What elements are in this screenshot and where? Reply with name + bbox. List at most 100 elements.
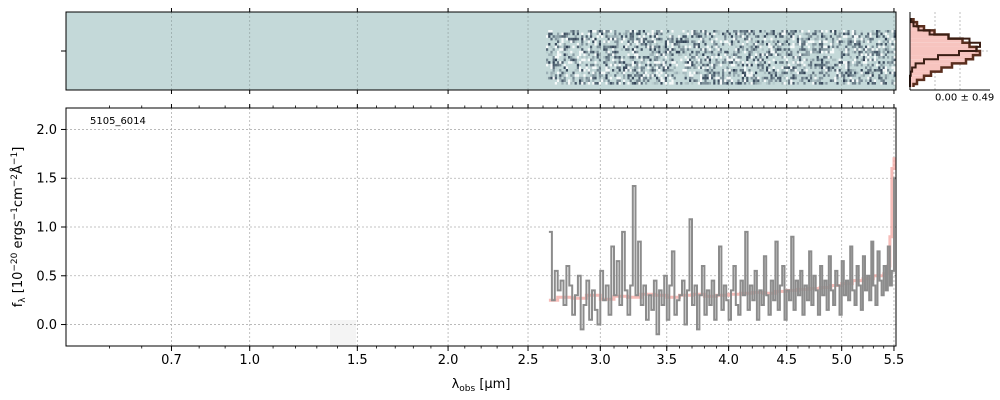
spectrum-2d-pixel bbox=[792, 30, 795, 33]
spectrum-2d-pixel bbox=[550, 50, 553, 54]
spectrum-2d-pixel bbox=[761, 48, 764, 51]
spectrum-2d-pixel bbox=[658, 30, 661, 33]
spectrum-2d-pixel bbox=[876, 69, 879, 72]
spectrum-2d-pixel bbox=[715, 45, 718, 49]
spectrum-2d-pixel bbox=[616, 35, 619, 38]
spectrum-2d-pixel bbox=[612, 82, 615, 85]
spectrum-2d-pixel bbox=[790, 71, 793, 75]
spectrum-2d-pixel bbox=[880, 71, 883, 75]
spectrum-2d-pixel bbox=[686, 61, 689, 64]
histogram-annotation: 0.00 ± 0.49 bbox=[935, 92, 994, 103]
spectrum-2d-pixel bbox=[755, 56, 758, 59]
spectrum-2d-pixel bbox=[856, 79, 859, 82]
spectrum-2d-pixel bbox=[851, 58, 854, 62]
spectrum-2d-pixel bbox=[781, 50, 784, 54]
spectrum-2d-pixel bbox=[605, 50, 608, 54]
spectrum-2d-pixel bbox=[827, 61, 830, 64]
spectrum-2d-pixel bbox=[757, 40, 760, 43]
spectrum-2d-pixel bbox=[735, 37, 738, 41]
spectrum-2d-pixel bbox=[790, 69, 793, 72]
spectrum-2d-pixel bbox=[616, 45, 619, 49]
spectrum-2d-pixel bbox=[616, 61, 618, 64]
spectrum-2d-pixel bbox=[741, 30, 744, 33]
spectrum-2d-pixel bbox=[640, 74, 643, 77]
spectrum-2d-pixel bbox=[704, 56, 707, 59]
spectrum-2d-pixel bbox=[849, 74, 852, 77]
spectrum-2d-pixel bbox=[843, 53, 846, 56]
spectrum-2d-pixel bbox=[691, 50, 694, 54]
spectrum-2d-pixel bbox=[766, 76, 769, 80]
spectrum-2d-pixel bbox=[821, 50, 824, 54]
spectrum-2d-pixel bbox=[634, 40, 637, 43]
spectrum-2d-pixel bbox=[847, 40, 850, 43]
spectrum-2d-pixel bbox=[792, 45, 795, 49]
spectrum-2d-pixel bbox=[869, 50, 872, 54]
spectrum-2d-pixel bbox=[693, 58, 696, 62]
spectrum-2d-pixel bbox=[702, 66, 705, 69]
spectrum-2d-pixel bbox=[871, 82, 874, 85]
spectrum-2d-pixel bbox=[660, 30, 663, 33]
spectrum-2d-pixel bbox=[581, 82, 584, 85]
spectrum-2d-pixel bbox=[884, 48, 887, 51]
spectrum-2d-pixel bbox=[594, 66, 597, 69]
spectrum-2d-pixel bbox=[865, 50, 868, 54]
spectrum-2d-pixel bbox=[784, 64, 786, 67]
spectrum-2d-pixel bbox=[671, 35, 674, 38]
spectrum-2d-pixel bbox=[667, 66, 670, 69]
spectrum-2d-pixel bbox=[843, 40, 846, 43]
spectrum-2d-pixel bbox=[805, 69, 808, 72]
spectrum-2d-pixel bbox=[673, 66, 676, 69]
spectrum-2d-pixel bbox=[869, 76, 872, 80]
spectrum-2d-pixel bbox=[812, 50, 815, 54]
spectrum-2d-pixel bbox=[763, 53, 766, 56]
spectrum-2d-pixel bbox=[634, 48, 637, 51]
spectrum-2d-pixel bbox=[763, 30, 766, 33]
spectrum-2d-pixel bbox=[585, 79, 588, 82]
spectrum-2d-pixel bbox=[645, 63, 648, 67]
spectrum-2d-pixel bbox=[649, 74, 652, 77]
spectrum-2d-pixel bbox=[576, 43, 579, 46]
spectrum-2d-pixel bbox=[781, 74, 784, 77]
spectrum-2d-pixel bbox=[779, 32, 782, 36]
spectrum-2d-pixel bbox=[642, 43, 645, 46]
spectrum-2d-pixel bbox=[598, 82, 601, 85]
spectrum-2d-pixel bbox=[788, 43, 791, 46]
spectrum-2d-pixel bbox=[548, 30, 551, 33]
spectrum-2d-pixel bbox=[739, 56, 742, 59]
spectrum-2d-pixel bbox=[609, 63, 612, 67]
spectrum-2d-pixel bbox=[834, 32, 837, 36]
spectrum-2d-pixel bbox=[821, 58, 824, 62]
spectrum-2d-pixel bbox=[726, 66, 729, 69]
spectrum-2d-pixel bbox=[594, 48, 596, 51]
spectrum-2d-pixel bbox=[662, 66, 665, 69]
spectrum-2d-pixel bbox=[829, 69, 832, 72]
spectrum-2d-pixel bbox=[774, 61, 777, 64]
spectrum-2d-pixel bbox=[781, 82, 784, 85]
spectrum-2d-pixel bbox=[678, 50, 681, 54]
spectrum-2d-pixel bbox=[805, 48, 808, 51]
spectrum-2d-pixel bbox=[794, 56, 797, 59]
spectrum-2d-pixel bbox=[631, 66, 634, 69]
x-tick-label: 4.5 bbox=[776, 353, 797, 368]
spectrum-2d-pixel bbox=[587, 53, 590, 56]
spectrum-2d-pixel bbox=[653, 58, 656, 62]
spectrum-2d-pixel bbox=[788, 37, 791, 41]
spectrum-2d-pixel bbox=[627, 53, 630, 56]
spectrum-2d-pixel bbox=[887, 43, 890, 46]
spectrum-2d-pixel bbox=[587, 48, 590, 51]
spectrum-2d-pixel bbox=[651, 45, 654, 49]
spectrum-2d-pixel bbox=[840, 61, 843, 64]
spectrum-2d-pixel bbox=[590, 58, 593, 62]
spectrum-2d-pixel bbox=[667, 74, 670, 77]
spectrum-2d-pixel bbox=[783, 71, 786, 75]
spectrum-2d-pixel bbox=[851, 45, 854, 49]
spectrum-2d-pixel bbox=[884, 76, 887, 80]
spectrum-2d-pixel bbox=[614, 61, 617, 64]
spectrum-2d-pixel bbox=[570, 58, 573, 62]
spectrum-2d-pixel bbox=[860, 69, 863, 72]
spectrum-2d-pixel bbox=[748, 82, 751, 85]
spectrum-2d-pixel bbox=[772, 56, 775, 59]
spectrum-2d-pixel bbox=[627, 48, 630, 51]
spectrum-2d-pixel bbox=[627, 50, 630, 54]
x-tick-label: 1.5 bbox=[347, 353, 368, 368]
